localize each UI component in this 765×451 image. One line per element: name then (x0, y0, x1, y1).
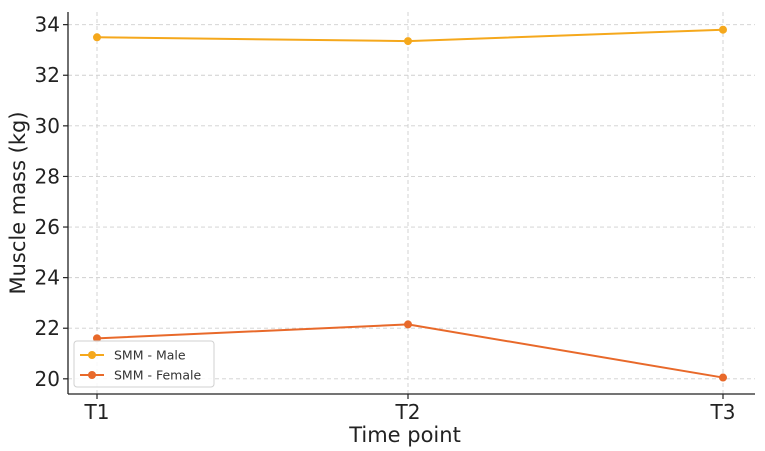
y-tick-label: 34 (35, 13, 60, 37)
y-tick-label: 28 (35, 164, 60, 188)
legend-swatch-marker (88, 351, 96, 359)
y-tick-label: 20 (35, 367, 60, 391)
axes (67, 12, 755, 395)
legend-swatch-marker (88, 371, 96, 379)
data-point-male (719, 25, 727, 34)
y-tick-label: 26 (35, 215, 60, 239)
data-point-female (93, 334, 101, 343)
x-axis-title: Time point (348, 423, 461, 447)
grid (68, 12, 755, 394)
legend-label: SMM - Male (114, 348, 186, 363)
x-tick-label: T3 (710, 400, 736, 424)
data-point-male (404, 37, 412, 46)
tick-labels: 20 22 24 26 28 30 32 34 T1 T2 T3 (35, 13, 736, 424)
x-tick-label: T2 (395, 400, 421, 424)
series-group (93, 25, 727, 382)
data-point-male (93, 33, 101, 42)
data-point-female (719, 373, 727, 382)
y-axis-title: Muscle mass (kg) (6, 111, 30, 294)
legend-label: SMM - Female (114, 368, 201, 383)
legend-box (73, 340, 215, 388)
y-tick-label: 32 (35, 63, 60, 87)
y-tick-label: 30 (35, 114, 60, 138)
y-tick-label: 22 (35, 316, 60, 340)
legend: SMM - Male SMM - Female (73, 340, 215, 388)
x-tick-label: T1 (84, 400, 110, 424)
y-tick-label: 24 (35, 266, 60, 290)
data-point-female (404, 320, 412, 329)
